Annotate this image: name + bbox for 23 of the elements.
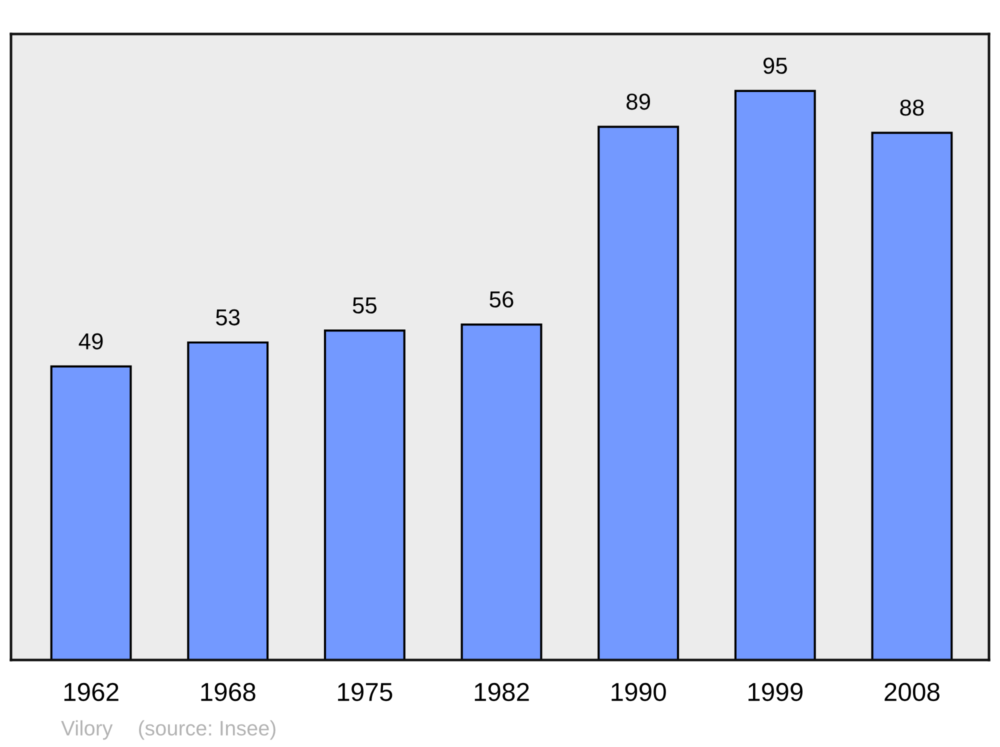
bar bbox=[734, 90, 816, 660]
bar bbox=[50, 365, 132, 660]
bar bbox=[871, 132, 953, 660]
bar bbox=[187, 341, 269, 660]
x-tick-label: 1962 bbox=[64, 682, 118, 702]
bar bbox=[324, 329, 406, 660]
data-label: 95 bbox=[763, 58, 787, 74]
x-tick-label: 1975 bbox=[338, 682, 392, 702]
bar bbox=[460, 323, 542, 660]
data-label: 88 bbox=[900, 100, 924, 116]
text: (source: Insee) bbox=[139, 720, 276, 740]
data-label: 56 bbox=[490, 291, 514, 308]
x-tick-label: 2008 bbox=[884, 682, 940, 702]
text: Vilory bbox=[61, 720, 113, 740]
data-label: 53 bbox=[216, 309, 240, 326]
x-tick-label: 1990 bbox=[612, 682, 666, 702]
data-label: 49 bbox=[78, 333, 103, 350]
x-tick-label: 1968 bbox=[201, 682, 256, 702]
x-tick-label: 1999 bbox=[748, 682, 803, 702]
x-tick-label: 1982 bbox=[474, 682, 529, 702]
data-label: 55 bbox=[352, 298, 376, 314]
bar bbox=[598, 126, 680, 660]
data-label: 89 bbox=[626, 94, 650, 110]
